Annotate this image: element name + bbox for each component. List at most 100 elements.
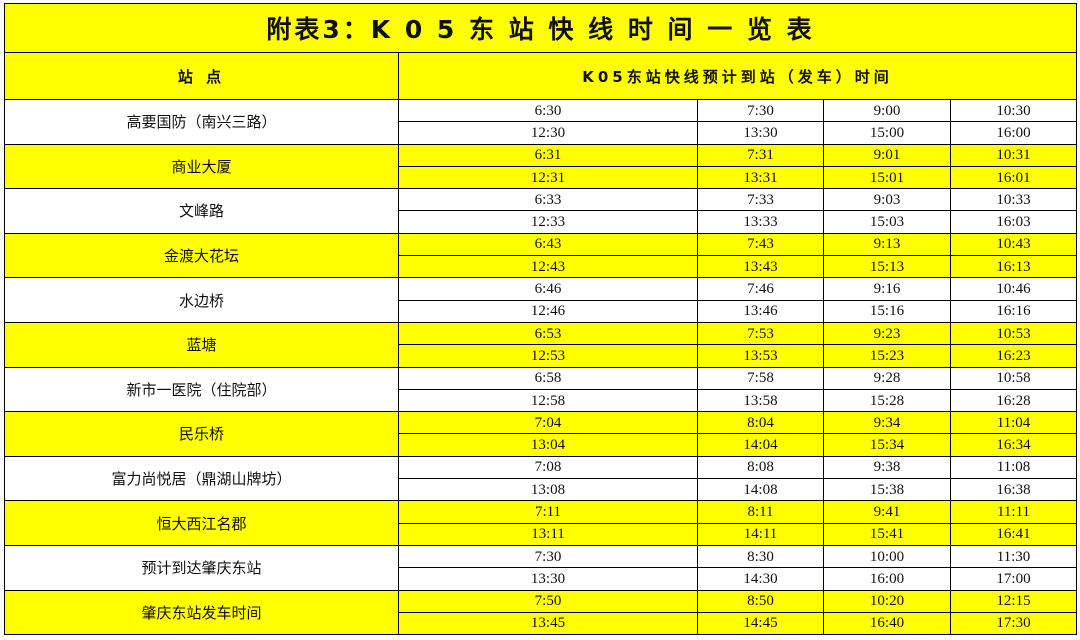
time-cell: 10:31 — [949, 143, 1078, 167]
station-name: 商业大厦 — [4, 143, 399, 190]
time-cell: 16:40 — [823, 611, 951, 636]
table-row: 新市一医院（住院部） 6:58 7:58 9:28 10:58 — [4, 366, 1078, 413]
time-cell: 6:30 — [398, 98, 698, 123]
time-cell: 12:46 — [398, 299, 698, 323]
table-row: 12:46 13:46 15:16 16:16 — [5, 299, 1078, 323]
time-cell: 12:58 — [398, 388, 698, 413]
time-cell: 13:11 — [398, 522, 698, 546]
time-cell: 9:41 — [823, 500, 951, 524]
time-cell: 17:00 — [949, 567, 1078, 591]
time-cell: 13:08 — [398, 478, 698, 502]
time-cell: 8:11 — [697, 500, 824, 524]
time-cell: 6:53 — [398, 321, 698, 346]
time-cell: 16:41 — [949, 522, 1078, 546]
time-cell: 9:34 — [823, 411, 951, 435]
time-cell: 12:53 — [398, 344, 698, 368]
table-row: 文峰路 6:33 7:33 9:03 10:33 — [4, 188, 1078, 234]
time-cell: 7:30 — [398, 544, 698, 569]
time-cell: 11:04 — [949, 411, 1078, 435]
time-cell: 11:11 — [949, 500, 1078, 524]
time-cell: 15:01 — [823, 165, 951, 190]
time-cell: 13:45 — [398, 611, 698, 636]
time-cell: 10:53 — [949, 321, 1078, 346]
table-row: 富力尚悦居（鼎湖山牌坊） 7:08 8:08 9:38 11:08 — [4, 455, 1078, 502]
time-cell: 10:30 — [949, 98, 1078, 123]
time-cell: 15:41 — [823, 522, 951, 546]
time-cell: 7:50 — [398, 589, 698, 613]
time-cell: 15:34 — [823, 433, 951, 457]
station-name: 富力尚悦居（鼎湖山牌坊） — [4, 455, 399, 502]
table-row: 13:11 14:11 15:41 16:41 — [5, 522, 1078, 546]
time-cell: 12:43 — [398, 255, 698, 279]
time-cell: 9:16 — [823, 277, 951, 301]
table-row: 民乐桥 7:04 8:04 9:34 11:04 — [4, 411, 1078, 457]
time-cell: 7:58 — [697, 366, 824, 390]
time-cell: 9:00 — [823, 98, 951, 123]
time-cell: 6:33 — [398, 188, 698, 212]
station-name: 恒大西江名郡 — [4, 500, 399, 546]
time-cell: 16:00 — [949, 121, 1078, 145]
time-cell: 8:50 — [697, 589, 824, 613]
time-cell: 9:03 — [823, 188, 951, 212]
time-cell: 10:33 — [949, 188, 1078, 212]
time-cell: 9:28 — [823, 366, 951, 390]
timetable: 附表3：K 0 5 东 站 快 线 时 间 一 览 表 站 点 K05东站快线预… — [3, 3, 1078, 636]
time-cell: 7:33 — [697, 188, 824, 212]
time-cell: 16:28 — [949, 388, 1078, 413]
time-cell: 17:30 — [949, 611, 1078, 636]
time-cell: 14:04 — [697, 433, 824, 457]
station-name: 金渡大花坛 — [4, 232, 399, 279]
times-column-header: K05东站快线预计到站（发车）时间 — [397, 52, 1078, 100]
table-row: 蓝塘 6:53 7:53 9:23 10:53 — [4, 321, 1078, 368]
time-cell: 6:58 — [398, 366, 698, 390]
time-cell: 9:23 — [823, 321, 951, 346]
station-name: 文峰路 — [4, 188, 399, 234]
time-cell: 16:23 — [949, 344, 1078, 368]
time-cell: 16:16 — [949, 299, 1078, 323]
table-row: 商业大厦 6:31 7:31 9:01 10:31 — [4, 143, 1078, 190]
table-row: 13:04 14:04 15:34 16:34 — [5, 433, 1078, 457]
time-cell: 6:43 — [398, 232, 698, 257]
time-cell: 7:43 — [697, 232, 824, 257]
station-column-header: 站 点 — [4, 52, 399, 100]
station-name: 蓝塘 — [4, 321, 399, 368]
time-cell: 10:46 — [949, 277, 1078, 301]
time-cell: 15:16 — [823, 299, 951, 323]
time-cell: 9:13 — [823, 232, 951, 257]
table-row: 金渡大花坛 6:43 7:43 9:13 10:43 — [4, 232, 1078, 279]
time-cell: 13:58 — [697, 388, 824, 413]
table-row: 恒大西江名郡 7:11 8:11 9:41 11:11 — [4, 500, 1078, 546]
station-name: 水边桥 — [4, 277, 399, 323]
table-title: 附表3：K 0 5 东 站 快 线 时 间 一 览 表 — [3, 3, 1078, 53]
time-cell: 8:30 — [697, 544, 824, 569]
time-cell: 10:43 — [949, 232, 1078, 257]
table-row: 12:53 13:53 15:23 16:23 — [5, 344, 1078, 368]
time-cell: 13:04 — [398, 433, 698, 457]
time-cell: 14:08 — [697, 478, 824, 502]
table-row: 肇庆东站发车时间 7:50 8:50 10:20 12:15 — [4, 589, 1078, 636]
time-cell: 15:00 — [823, 121, 951, 145]
table-row: 13:08 14:08 15:38 16:38 — [5, 478, 1078, 502]
time-cell: 16:34 — [949, 433, 1078, 457]
time-cell: 12:30 — [398, 121, 698, 145]
time-cell: 7:04 — [398, 411, 698, 435]
table-row: 预计到达肇庆东站 7:30 8:30 10:00 11:30 — [4, 544, 1078, 591]
time-cell: 6:31 — [398, 143, 698, 167]
table-row: 高要国防（南兴三路） 6:30 7:30 9:00 10:30 — [4, 98, 1078, 145]
time-cell: 7:08 — [398, 455, 698, 480]
station-name: 高要国防（南兴三路） — [4, 99, 399, 145]
time-cell: 10:20 — [823, 589, 951, 613]
time-cell: 16:01 — [949, 165, 1078, 190]
time-cell: 14:45 — [697, 611, 824, 636]
time-cell: 13:33 — [697, 210, 824, 234]
time-cell: 6:46 — [398, 277, 698, 301]
time-cell: 13:30 — [697, 121, 824, 145]
time-cell: 10:58 — [949, 366, 1078, 390]
time-cell: 13:31 — [697, 165, 824, 190]
time-cell: 8:08 — [697, 455, 824, 480]
time-cell: 13:53 — [697, 344, 824, 368]
table-row: 12:43 13:43 15:13 16:13 — [5, 255, 1078, 279]
time-cell: 13:43 — [697, 255, 824, 279]
time-cell: 11:30 — [949, 544, 1078, 569]
time-cell: 14:30 — [697, 567, 824, 591]
